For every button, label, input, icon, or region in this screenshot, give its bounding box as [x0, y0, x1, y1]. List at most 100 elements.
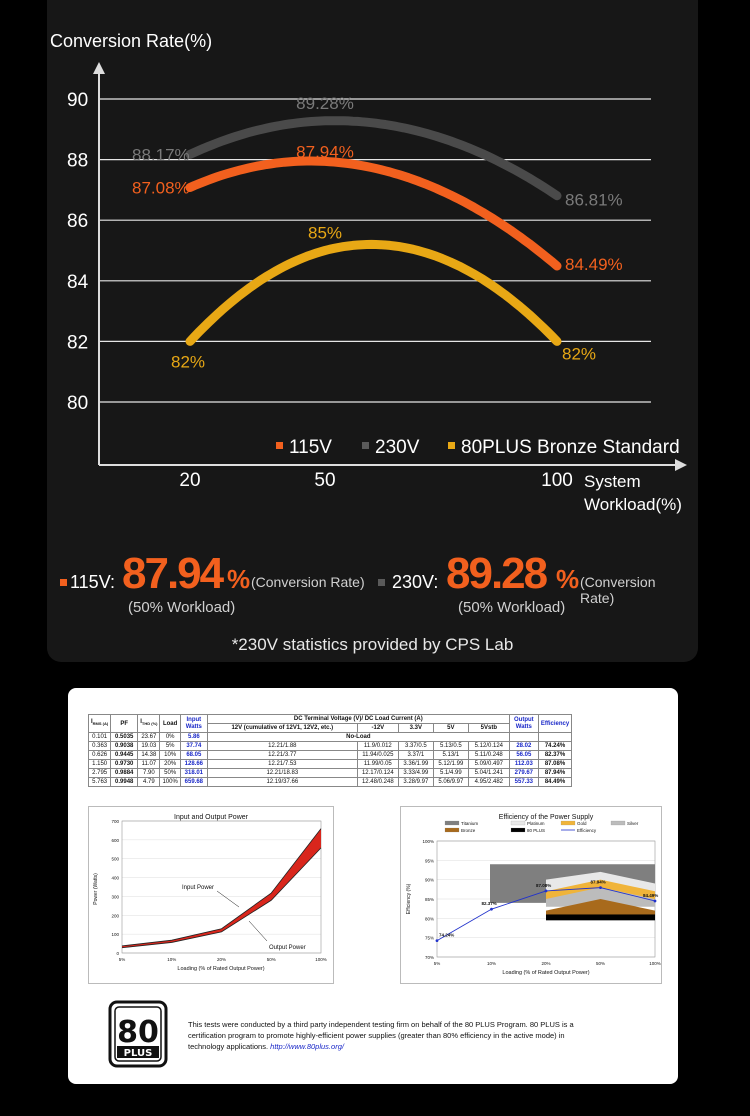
- header-3v3: 3.3V: [397, 723, 434, 733]
- table-cell: 84.49%: [537, 777, 573, 787]
- summary-115v-unit: %: [227, 564, 251, 594]
- y-tick-label: 300: [111, 894, 119, 899]
- legend-label: 80PLUS Bronze Standard: [461, 437, 680, 458]
- eff-y-label: Efficiency (%): [406, 883, 412, 914]
- table-cell: 100%: [159, 777, 181, 787]
- table-cell: 74.24%: [537, 741, 573, 751]
- efficiency-point-label: 82.37%: [482, 901, 497, 906]
- power-chart-frame: Input and Output Power 0 100 200 300 400 500 60…: [88, 806, 334, 984]
- table-cell: 68.05: [179, 750, 208, 760]
- efficiency-chart-frame: Efficiency of the Power Supply Titanium Pl…: [400, 806, 662, 984]
- eff-legend-label: Titanium: [461, 821, 478, 826]
- table-row: 0.363 0.9038 19.03 5% 37.74 12.21/1.88 11.9/0.…: [87, 741, 573, 751]
- y-tick-label: 82: [67, 332, 88, 353]
- table-cell: 10%: [159, 750, 181, 760]
- table-cell: 5.763: [87, 777, 112, 787]
- eff-chart-title: Efficiency of the Power Supply: [499, 814, 594, 821]
- table-cell: 3.33/4.99: [397, 768, 434, 778]
- eff-legend-label: 80 PLUS: [527, 828, 545, 833]
- header-5v: 5V: [432, 723, 469, 733]
- header-ithd: ITHD (%): [137, 714, 161, 733]
- legend-swatch: [276, 442, 283, 449]
- y-tick-label: 90%: [425, 878, 434, 883]
- 80plus-logo: 80 PLUS: [108, 1000, 168, 1068]
- table-cell: 0.101: [87, 732, 112, 742]
- input-power-pointer: [216, 890, 240, 908]
- x-tick-label: 20%: [541, 961, 550, 966]
- x-axis-label-line1: System: [584, 472, 641, 491]
- data-label: 85%: [308, 224, 342, 243]
- data-label: 82%: [171, 352, 205, 371]
- legend-square-115v: [60, 579, 67, 586]
- data-label: 87.94%: [296, 142, 354, 161]
- x-tick-label: 100%: [649, 961, 661, 966]
- header-load: Load: [159, 714, 181, 733]
- x-tick-label: 50: [314, 470, 335, 491]
- table-cell: 23.67: [137, 732, 161, 742]
- efficiency-point-label: 84.49%: [643, 893, 658, 898]
- y-axis-label: Conversion Rate(%): [50, 31, 212, 51]
- eff-legend-label: Gold: [577, 821, 587, 826]
- x-tick-label: 100%: [315, 957, 327, 962]
- power-y-label: Power (Watts): [93, 873, 99, 905]
- table-cell: 12.21/18.83: [206, 768, 358, 778]
- table-cell: 0.5035: [110, 732, 139, 742]
- data-label: 87.08%: [132, 178, 190, 197]
- output-power-label: Output Power: [269, 945, 306, 951]
- table-cell-noload: No-Load: [206, 732, 510, 742]
- eff-legend-swatch: [510, 827, 526, 833]
- efficiency-point-label: 87.08%: [536, 883, 551, 888]
- table-cell: 5.04/1.241: [467, 768, 510, 778]
- x-tick-label: 50%: [267, 957, 276, 962]
- 80plus-logo-graphic: 80 PLUS: [108, 1000, 168, 1068]
- efficiency-chart: Efficiency of the Power Supply Titanium Pl…: [406, 814, 661, 976]
- plot-frame: [121, 820, 322, 954]
- table-cell: 128.66: [179, 759, 208, 769]
- series-line-2: [185, 239, 562, 346]
- y-tick-label: 500: [111, 857, 119, 862]
- eff-legend-swatch: [560, 820, 576, 826]
- header-12v: 12V (cumulative of 12V1, 12V2, etc.): [206, 723, 358, 733]
- y-tick-label: 700: [111, 819, 119, 824]
- table-cell: 28.02: [508, 741, 539, 751]
- header-efficiency: Efficiency: [537, 714, 573, 733]
- header-input: Input Watts: [179, 714, 208, 733]
- silver-band: [546, 887, 655, 907]
- table-cell: 3.28/9.97: [397, 777, 434, 787]
- summary-230v-note: (Conversion Rate): [580, 574, 656, 606]
- header-output: Output Watts: [508, 714, 539, 733]
- table-cell: 0%: [159, 732, 181, 742]
- notice-link[interactable]: http://www.80plus.org/: [270, 1042, 344, 1051]
- table-cell: 87.94%: [537, 768, 573, 778]
- y-tick-label: 600: [111, 838, 119, 843]
- power-chart: Input and Output Power 0 100 200 300 400 500 60…: [93, 814, 327, 972]
- eff-legend-label: Bronze: [461, 828, 476, 833]
- table-cell: 12.48/0.248: [356, 777, 399, 787]
- eff-legend-swatch: [444, 820, 460, 826]
- table-cell: 5.12/0.124: [467, 741, 510, 751]
- table-cell: 279.67: [508, 768, 539, 778]
- x-tick-label: 20: [179, 470, 200, 491]
- table-cell: 5.13/0.5: [432, 741, 469, 751]
- data-label: 84.49%: [565, 255, 623, 274]
- table-cell: 1.150: [87, 759, 112, 769]
- table-cell: 0.9038: [110, 741, 139, 751]
- table-cell: 5.86: [179, 732, 208, 742]
- bronze-band: [546, 899, 655, 919]
- table-cell: 5.06/9.97: [432, 777, 469, 787]
- table-row: 0.626 0.9445 14.38 10% 68.05 12.21/3.77 11.94/…: [87, 750, 573, 760]
- y-tick-label: 86: [67, 211, 88, 232]
- table-cell: 3.36/1.99: [397, 759, 434, 769]
- y-tick-label: 95%: [425, 858, 434, 863]
- table-cell: 12.19/37.66: [206, 777, 358, 787]
- output-power-pointer: [248, 920, 268, 942]
- table-row: 2.795 0.9884 7.90 50% 318.01 12.21/18.83 12.17…: [87, 768, 573, 778]
- eff-legend-label: Efficiency: [577, 828, 597, 833]
- data-label: 86.81%: [565, 191, 623, 210]
- summary-230v-value: 89.28: [446, 549, 548, 598]
- table-cell: 12.21/7.53: [206, 759, 358, 769]
- y-tick-label: 84: [67, 272, 89, 293]
- 80plus-bar: [546, 914, 655, 921]
- y-tick-label: 90: [67, 90, 88, 111]
- eff-legend-label: Platinum: [527, 821, 545, 826]
